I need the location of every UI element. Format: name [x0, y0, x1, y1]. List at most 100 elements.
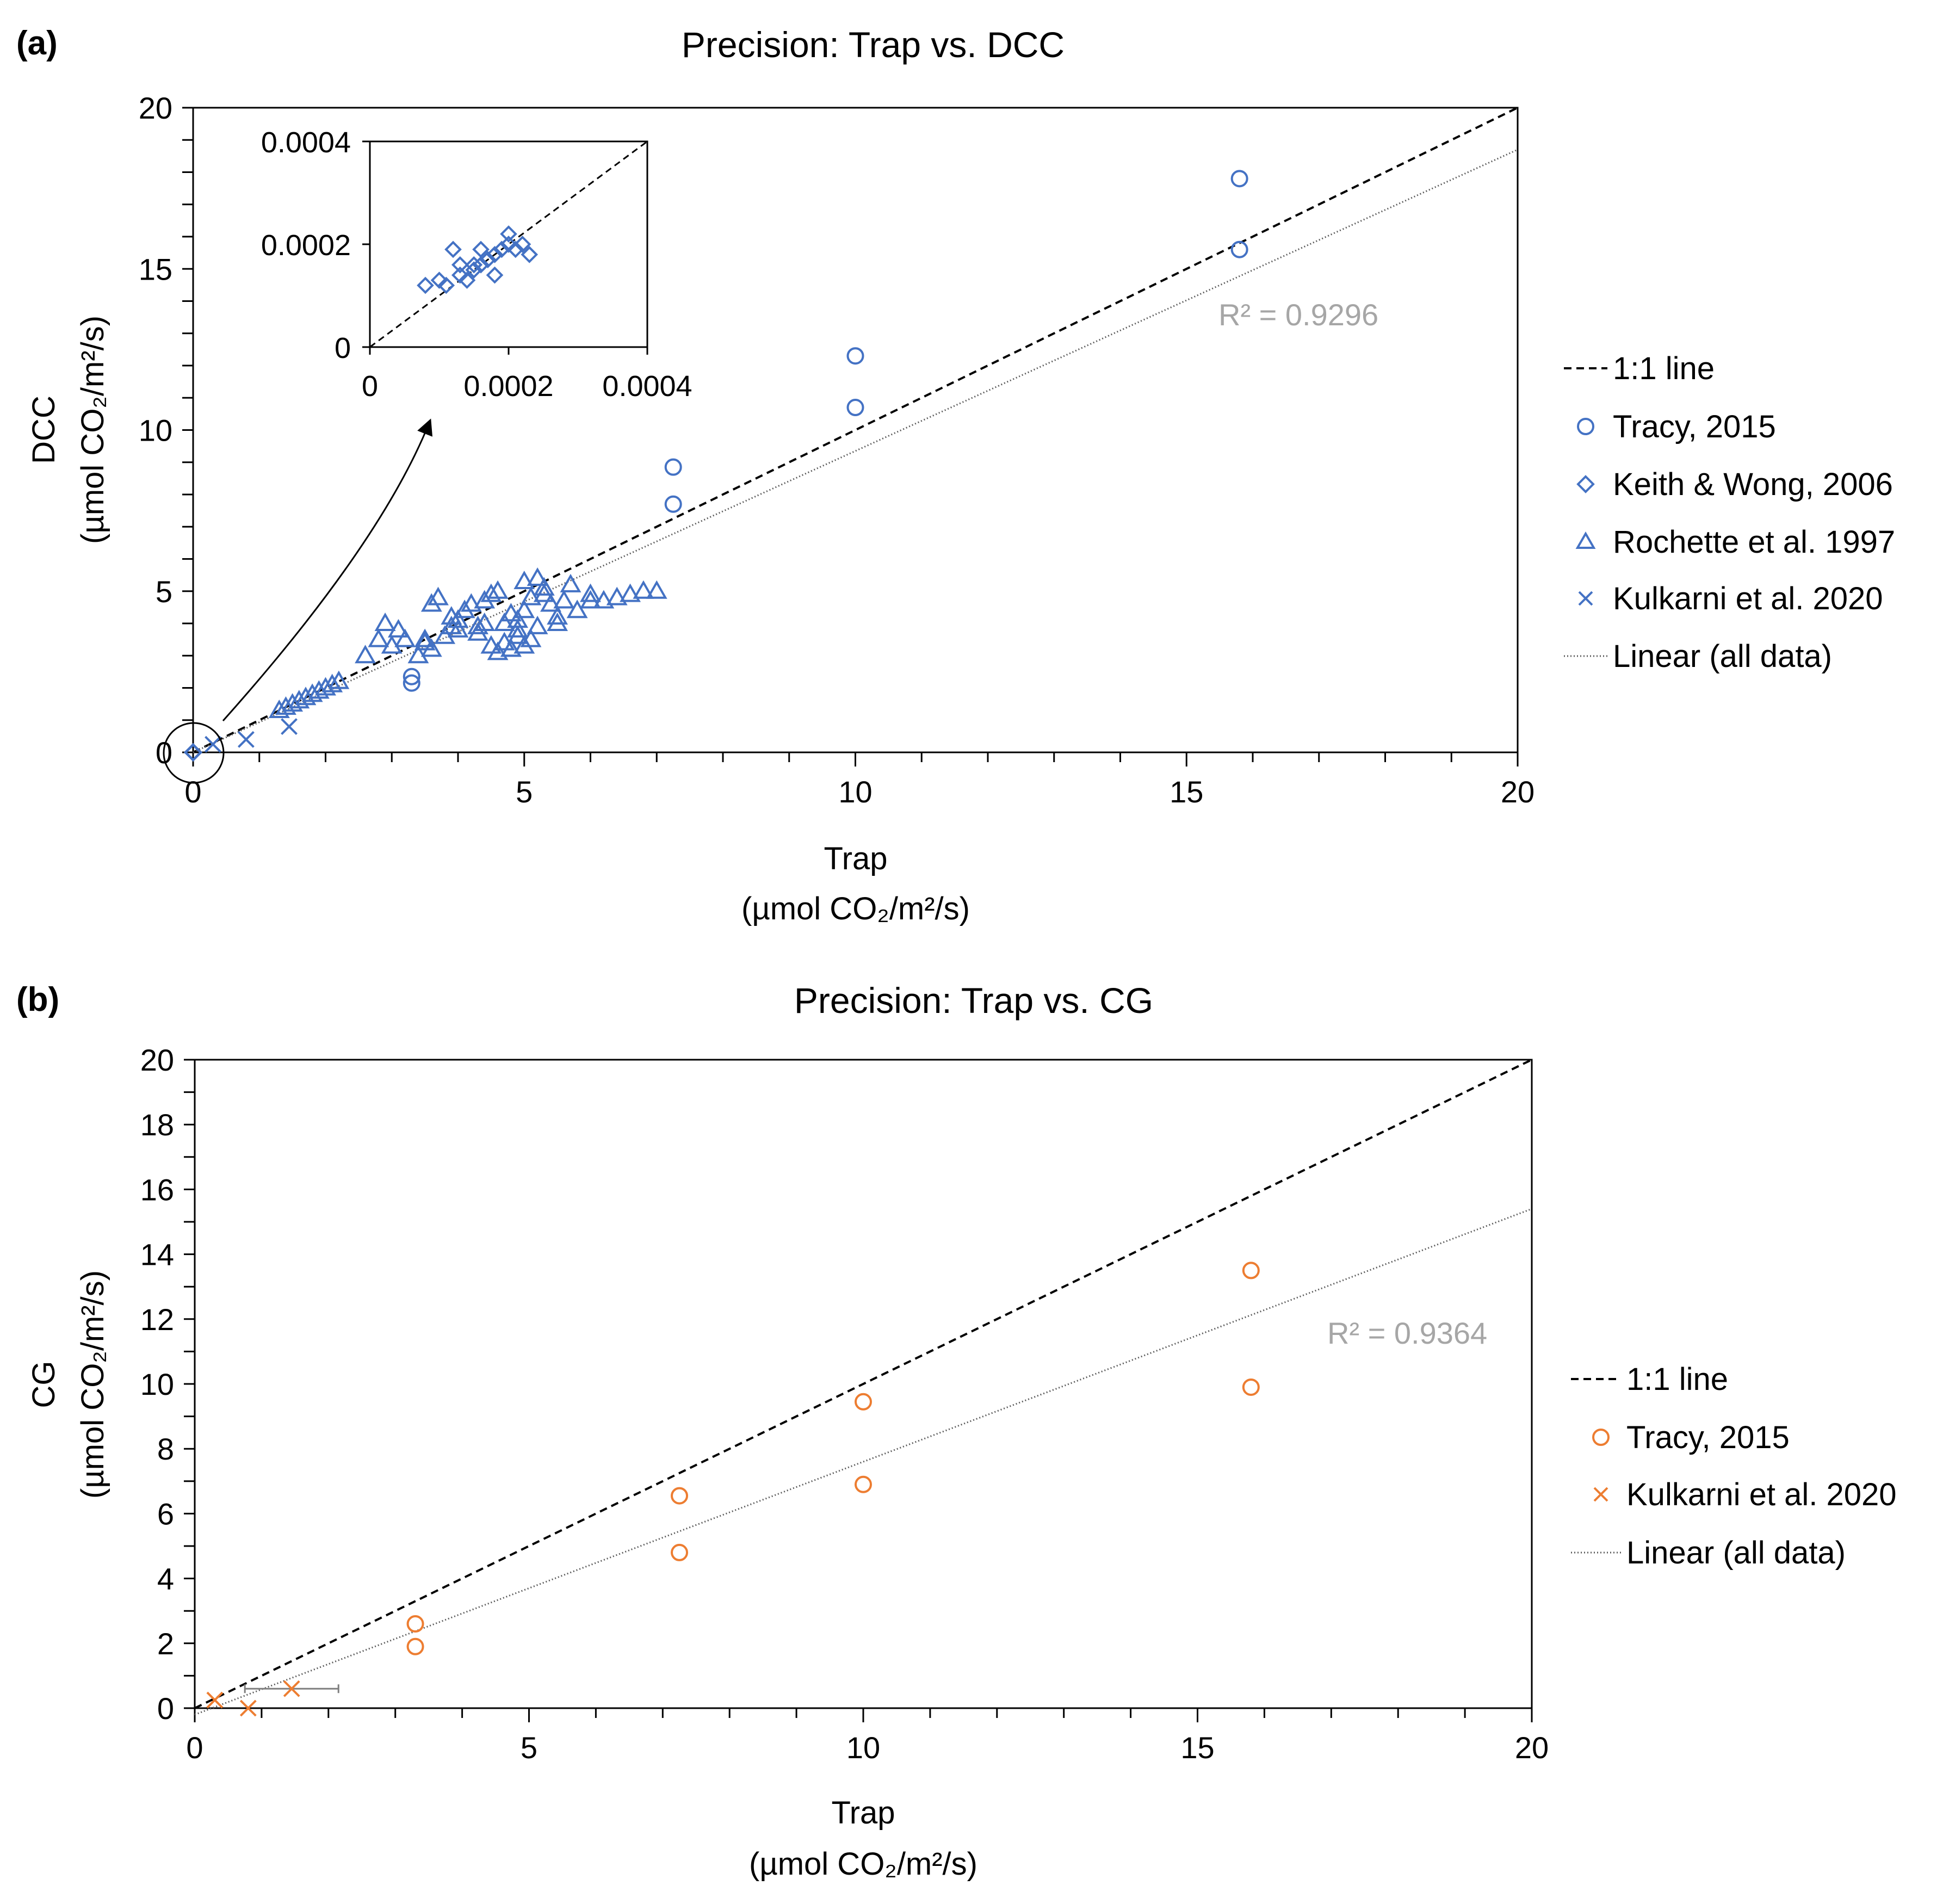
- panel-a-y-tick-label: 10: [139, 413, 172, 448]
- legend-a-tracy: Tracy, 2015: [1577, 409, 1776, 444]
- legend-a-one-to-one: 1:1 line: [1564, 351, 1715, 386]
- panel-a-point: [374, 612, 396, 631]
- legend-a-kulkarni: Kulkarni et al. 2020: [1578, 581, 1883, 616]
- legend-a-rochette-marker: [1575, 531, 1596, 549]
- panel-a-point: [560, 573, 581, 592]
- panel-b-y-tick-label: 10: [140, 1367, 174, 1401]
- legend-b-tracy-marker: [1592, 1429, 1610, 1446]
- panel-b-tick-labels: 0 5 10 15 20 0 2 4 6 8 10 12 14 16 18 20: [140, 1043, 1549, 1765]
- panel-a-point: [500, 638, 522, 657]
- panel-a-zoom-arrow: [222, 418, 433, 721]
- panel-a-point: [394, 628, 416, 647]
- panel-a-inset-reference-line: [369, 140, 648, 348]
- inset-x-tick-label: 0: [362, 370, 378, 403]
- panel-a-point: [493, 612, 515, 631]
- inset-point: [430, 271, 448, 289]
- legend-a-keith-label: Keith & Wong, 2006: [1613, 467, 1893, 502]
- panel-b: (b) Precision: Trap vs. CG 0 5 10 15 20 0 2 4 6 8…: [16, 980, 1897, 1882]
- inset-point: [521, 246, 539, 263]
- panel-b-reference-lines: [194, 1059, 1532, 1716]
- panel-a-point: [205, 735, 221, 753]
- panel-a-point: [420, 593, 442, 612]
- panel-b-point: [1242, 1262, 1260, 1279]
- panel-a-inset-points: [417, 225, 539, 294]
- inset-point: [486, 266, 504, 284]
- legend-a-one-to-one-label: 1:1 line: [1613, 351, 1715, 386]
- panel-a-x-tick-label: 10: [838, 775, 872, 809]
- panel-a-zoom-circle: [163, 722, 225, 784]
- panel-b-y-tick-label: 0: [157, 1691, 174, 1726]
- panel-a-point: [487, 580, 509, 599]
- panel-b-y-tick-label: 6: [157, 1497, 174, 1531]
- panel-a-point: [447, 619, 469, 638]
- panel-a-point: [520, 586, 542, 605]
- panel-a-point: [414, 632, 436, 651]
- panel-a-point: [633, 580, 654, 599]
- legend-a-linear: Linear (all data): [1564, 639, 1832, 674]
- panel-a-point: [355, 645, 376, 664]
- panel-a-reference-lines: [193, 107, 1518, 753]
- panel-b-point: [671, 1487, 689, 1505]
- legend-a-rochette-label: Rochette et al. 1997: [1613, 524, 1895, 560]
- inset-point: [458, 271, 476, 289]
- panel-a-tick-labels: 0 5 10 15 20 0 5 10 15 20: [139, 91, 1535, 809]
- panel-b-data-points: [206, 1262, 1260, 1717]
- inset-point: [465, 256, 483, 274]
- panel-b-x-tick-label: 5: [521, 1730, 537, 1765]
- legend-a-kulkarni-marker: [1578, 591, 1593, 606]
- panel-b-y-tick-label: 2: [157, 1627, 174, 1661]
- legend-b-kulkarni: Kulkarni et al. 2020: [1593, 1477, 1897, 1512]
- panel-b-title: Precision: Trap vs. CG: [794, 980, 1153, 1021]
- panel-a-point: [620, 583, 641, 602]
- panel-a-point: [414, 628, 436, 647]
- inset-point: [417, 276, 434, 294]
- panel-a-point: [527, 567, 548, 586]
- panel-a-label: (a): [16, 24, 58, 62]
- panel-a: (a) Precision: Trap vs. DCC 0 5 10 15 20 0 5 10…: [16, 24, 1895, 926]
- panel-b-x-tick-label: 20: [1515, 1730, 1549, 1765]
- panel-b-r2-label: R² = 0.9364: [1327, 1316, 1487, 1350]
- legend-a-tracy-marker: [1577, 418, 1594, 435]
- legend-b-kulkarni-marker: [1593, 1487, 1608, 1502]
- panel-a-point: [580, 590, 601, 609]
- panel-a-point: [533, 583, 555, 602]
- panel-b-y-tick-label: 18: [140, 1108, 174, 1142]
- inset-point: [513, 236, 531, 253]
- panel-b-point: [283, 1680, 300, 1697]
- panel-a-point: [846, 399, 864, 417]
- panel-a-point: [540, 593, 561, 612]
- panel-b-point: [671, 1543, 689, 1561]
- panel-a-point: [1230, 240, 1248, 258]
- inset-point: [506, 240, 524, 258]
- inset-point: [479, 251, 497, 269]
- panel-a-point: [328, 670, 350, 689]
- panel-a-point: [553, 590, 575, 609]
- panel-a-x-tick-label: 0: [184, 775, 201, 809]
- panel-b-point: [406, 1615, 424, 1633]
- panel-a-point: [664, 458, 682, 476]
- panel-b-legend: 1:1 line Tracy, 2015 Kulkarni et al. 202…: [1571, 1362, 1897, 1571]
- panel-a-point: [460, 593, 482, 612]
- panel-b-y-tick-label: 4: [157, 1562, 174, 1596]
- panel-a-x-tick-label: 5: [516, 775, 533, 809]
- legend-a-linear-label: Linear (all data): [1613, 639, 1832, 674]
- inset-one-to-one-line: [369, 140, 648, 348]
- panel-b-point: [406, 1637, 424, 1655]
- panel-b-x-tick-label: 15: [1180, 1730, 1214, 1765]
- panel-a-point: [507, 625, 529, 644]
- panel-a-r2-label: R² = 0.9296: [1218, 298, 1378, 332]
- panel-a-point: [467, 622, 488, 641]
- legend-a-tracy-label: Tracy, 2015: [1613, 409, 1776, 444]
- panel-a-point: [237, 731, 255, 748]
- panel-b-point: [206, 1691, 224, 1709]
- panel-a-point: [281, 718, 298, 735]
- panel-a-point: [403, 674, 420, 692]
- panel-a-y-axis-unit: (µmol CO₂/m²/s): [75, 316, 110, 544]
- panel-a-x-tick-label: 15: [1170, 775, 1203, 809]
- panel-a-point: [566, 599, 588, 619]
- inset-y-tick-label: 0: [335, 332, 351, 364]
- legend-b-linear: Linear (all data): [1571, 1535, 1846, 1571]
- legend-b-one-to-one-label: 1:1 line: [1626, 1362, 1728, 1397]
- panel-a-point: [447, 609, 469, 628]
- legend-b-kulkarni-label: Kulkarni et al. 2020: [1626, 1477, 1897, 1512]
